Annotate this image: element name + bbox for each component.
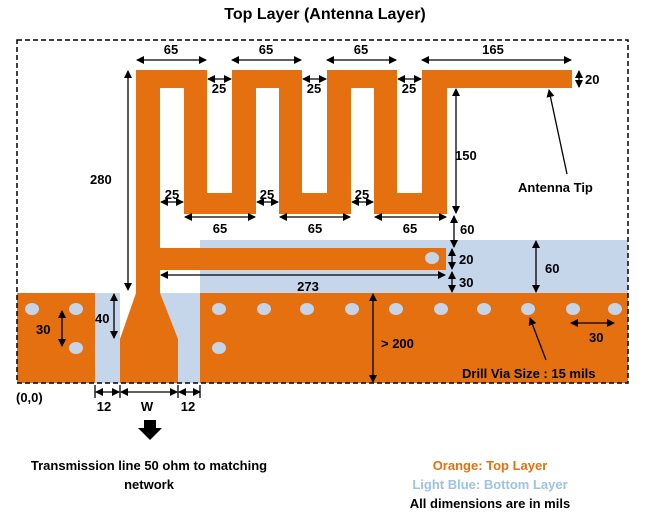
transmission-line-arrow bbox=[138, 420, 162, 440]
dim-seg-bot-3: 65 bbox=[403, 221, 417, 236]
dimension-lines bbox=[58, 56, 615, 398]
dim-arm-length: 273 bbox=[297, 279, 319, 294]
via-hole bbox=[608, 303, 622, 315]
via-hole bbox=[212, 303, 226, 315]
top-layer bbox=[17, 70, 628, 383]
drill-via-arrow bbox=[528, 317, 547, 361]
via-holes bbox=[25, 252, 622, 354]
dim-height-total: 280 bbox=[90, 172, 112, 187]
dim-arm-width: 20 bbox=[459, 252, 473, 267]
dim-seg-top-1: 65 bbox=[164, 42, 178, 57]
via-hole bbox=[434, 303, 448, 315]
dim-gap-bot-3: 25 bbox=[355, 187, 369, 202]
dim-bottom-region: 60 bbox=[545, 261, 559, 276]
dim-gap-top-1: 25 bbox=[212, 81, 226, 96]
ground-plane-right bbox=[200, 293, 628, 383]
transmission-line-note: Transmission line 50 ohm to matching net… bbox=[30, 458, 268, 492]
dim-feed-width: W bbox=[141, 399, 154, 414]
legend-units: All dimensions are in mils bbox=[409, 496, 571, 511]
dim-seg-bot-1: 65 bbox=[213, 221, 227, 236]
via-hole bbox=[69, 342, 83, 354]
horizontal-arm bbox=[136, 248, 446, 270]
dimension-labels: 65 65 65 165 25 25 25 20 280 150 25 25 2… bbox=[16, 42, 603, 414]
via-hole bbox=[345, 303, 359, 315]
dim-seg-top-4: 165 bbox=[482, 42, 504, 57]
via-hole bbox=[25, 303, 39, 315]
dim-feed-gap-left: 12 bbox=[97, 399, 111, 414]
dim-meander-height: 150 bbox=[455, 148, 477, 163]
antenna-tip-label: Antenna Tip bbox=[518, 180, 593, 195]
dim-seg-top-3: 65 bbox=[354, 42, 368, 57]
dim-ground-height: > 200 bbox=[381, 336, 414, 351]
dim-gap-top-3: 25 bbox=[402, 81, 416, 96]
dim-seg-bot-2: 65 bbox=[308, 221, 322, 236]
via-hole bbox=[566, 303, 580, 315]
dim-gap-top-2: 25 bbox=[307, 81, 321, 96]
figure-title: Top Layer (Antenna Layer) bbox=[224, 6, 426, 23]
dim-gap-bot-1: 25 bbox=[165, 187, 179, 202]
via-hole bbox=[212, 342, 226, 354]
via-hole bbox=[257, 303, 271, 315]
via-hole bbox=[425, 252, 439, 264]
via-hole bbox=[521, 303, 535, 315]
dim-via-pitch-vertical: 30 bbox=[36, 322, 50, 337]
dim-via-pitch-horizontal: 30 bbox=[589, 330, 603, 345]
meander-antenna-trace bbox=[136, 70, 572, 248]
bottom-layer-strip-left bbox=[95, 293, 120, 383]
dim-gap-bot-2: 25 bbox=[260, 187, 274, 202]
dim-feed-gap-right: 12 bbox=[181, 399, 195, 414]
dim-feed-taper: 40 bbox=[95, 311, 109, 326]
dim-gap-to-arm: 60 bbox=[460, 222, 474, 237]
legend-blue: Light Blue: Bottom Layer bbox=[412, 477, 568, 492]
dim-tip-width: 20 bbox=[585, 72, 599, 87]
via-hole bbox=[69, 303, 83, 315]
legend-orange: Orange: Top Layer bbox=[432, 458, 548, 473]
board-outline bbox=[16, 39, 629, 384]
feed-stem-and-taper bbox=[120, 270, 178, 383]
origin-label: (0,0) bbox=[16, 390, 43, 405]
legend: Orange: Top Layer Light Blue: Bottom Lay… bbox=[380, 456, 600, 513]
via-hole bbox=[300, 303, 314, 315]
dim-seg-top-2: 65 bbox=[259, 42, 273, 57]
drill-via-label: Drill Via Size : 15 mils bbox=[462, 366, 595, 381]
antenna-tip-arrow bbox=[546, 89, 568, 175]
via-hole bbox=[477, 303, 491, 315]
via-hole bbox=[389, 303, 403, 315]
dim-arm-to-ground: 30 bbox=[459, 275, 473, 290]
